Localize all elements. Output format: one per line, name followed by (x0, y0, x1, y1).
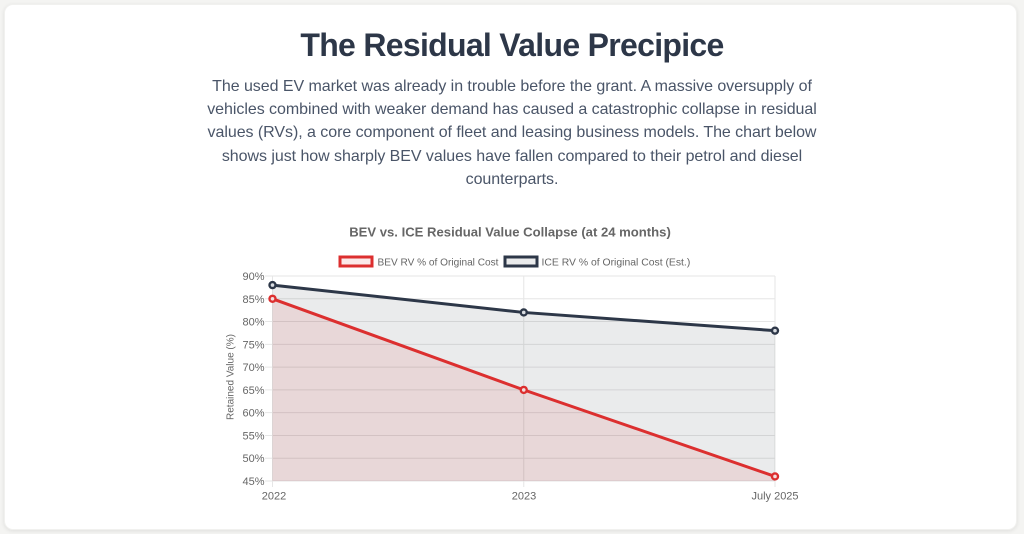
svg-text:BEV RV % of Original Cost: BEV RV % of Original Cost (378, 258, 499, 269)
svg-text:90%: 90% (242, 271, 264, 283)
svg-text:75%: 75% (242, 339, 264, 351)
svg-text:Retained Value (%): Retained Value (%) (226, 334, 237, 420)
svg-text:70%: 70% (242, 362, 264, 374)
svg-text:50%: 50% (242, 453, 264, 465)
svg-text:45%: 45% (242, 476, 264, 488)
svg-text:80%: 80% (242, 317, 264, 329)
svg-text:60%: 60% (242, 408, 264, 420)
svg-text:ICE RV % of Original Cost (Est: ICE RV % of Original Cost (Est.) (542, 258, 691, 269)
svg-text:BEV vs. ICE Residual Value Col: BEV vs. ICE Residual Value Collapse (at … (349, 225, 671, 240)
svg-text:85%: 85% (242, 294, 264, 306)
svg-text:2022: 2022 (262, 491, 286, 503)
svg-text:65%: 65% (242, 385, 264, 397)
svg-text:55%: 55% (242, 430, 264, 442)
svg-text:July 2025: July 2025 (751, 491, 798, 503)
svg-text:2023: 2023 (512, 491, 536, 503)
